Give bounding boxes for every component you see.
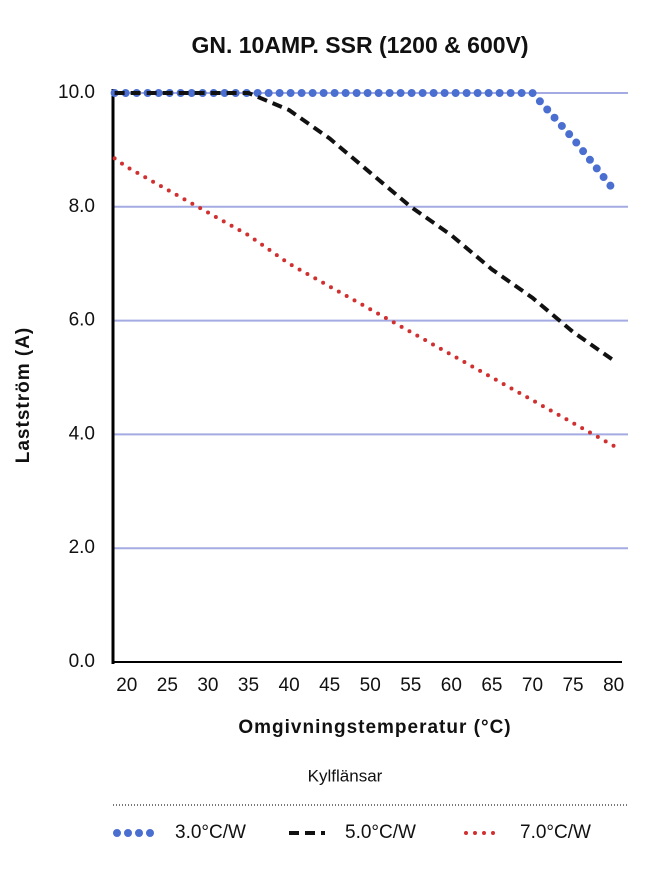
x-tick-label: 60 (441, 675, 462, 696)
y-tick-label: 8.0 (69, 196, 95, 217)
series-line (112, 156, 616, 448)
x-tick-label: 20 (116, 675, 137, 696)
legend-label: 5.0°C/W (345, 822, 416, 843)
x-tick-label: 35 (238, 675, 259, 696)
x-axis-label: Omgivningstemperatur (°C) (238, 717, 511, 738)
x-tick-label: 65 (481, 675, 502, 696)
y-axis-label: Lastström (A) (13, 327, 34, 464)
legend-label: 3.0°C/W (175, 822, 246, 843)
y-tick-label: 0.0 (69, 651, 95, 672)
y-tick-label: 10.0 (58, 82, 95, 103)
x-tick-label: 45 (319, 675, 340, 696)
x-tick-label: 70 (522, 675, 543, 696)
y-tick-label: 4.0 (69, 423, 95, 444)
x-tick-label: 30 (197, 675, 218, 696)
x-tick-label: 75 (562, 675, 583, 696)
y-tick-label: 6.0 (69, 310, 95, 331)
series-line (110, 89, 618, 194)
chart-title: GN. 10AMP. SSR (1200 & 600V) (191, 32, 528, 58)
y-tick-label: 2.0 (69, 537, 95, 558)
x-tick-label: 25 (157, 675, 178, 696)
x-tick-label: 50 (360, 675, 381, 696)
legend-title: Kylflänsar (308, 766, 383, 785)
legend-label: 7.0°C/W (520, 822, 591, 843)
x-tick-label: 80 (603, 675, 624, 696)
x-tick-label: 55 (400, 675, 421, 696)
x-tick-label: 40 (279, 675, 300, 696)
